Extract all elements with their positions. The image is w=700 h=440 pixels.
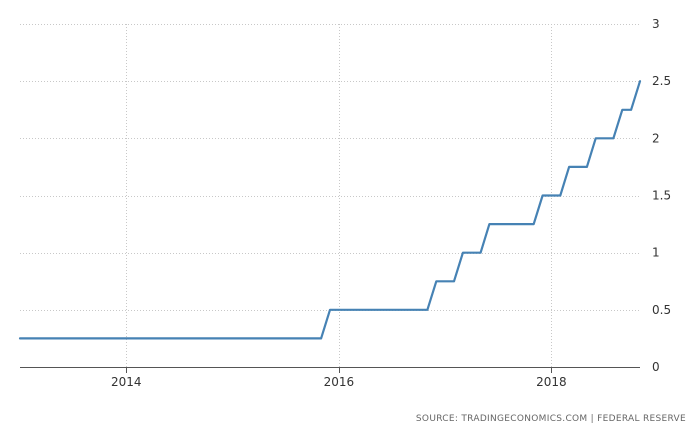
y-tick-label: 0: [652, 360, 660, 374]
axes: [20, 367, 640, 373]
y-tick-label: 2.5: [652, 74, 671, 88]
series-line: [18, 80, 642, 340]
y-tick-label: 1.5: [652, 189, 671, 203]
x-tick-label: 2018: [536, 375, 567, 389]
y-tick-labels: 0 0.5 1 1.5 2 2.5 3: [652, 17, 671, 374]
x-tick-label: 2014: [111, 375, 142, 389]
y-tick-label: 1: [652, 246, 660, 260]
series-layer: [18, 80, 642, 340]
x-tick-label: 2016: [324, 375, 355, 389]
grid-lines: [20, 24, 640, 367]
y-tick-label: 0.5: [652, 303, 671, 317]
source-attribution: SOURCE: TRADINGECONOMICS.COM | FEDERAL R…: [415, 414, 686, 424]
y-tick-label: 3: [652, 17, 660, 31]
x-tick-labels: 2014 2016 2018: [111, 375, 567, 389]
y-tick-label: 2: [652, 131, 660, 145]
